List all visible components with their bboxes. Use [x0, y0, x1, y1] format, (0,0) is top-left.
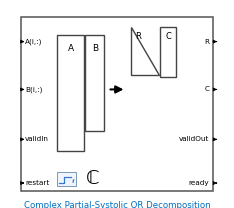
Text: ℂ: ℂ — [85, 169, 99, 188]
Text: R: R — [205, 39, 209, 45]
Bar — [21, 17, 213, 191]
Text: Complex Partial-Systolic QR Decomposition: Complex Partial-Systolic QR Decompositio… — [24, 201, 210, 208]
Text: fi: fi — [72, 179, 75, 184]
Bar — [160, 27, 176, 77]
Text: restart: restart — [25, 180, 50, 186]
Text: ready: ready — [189, 180, 209, 186]
Text: A: A — [68, 44, 74, 53]
Text: validIn: validIn — [25, 136, 49, 142]
Text: B: B — [92, 44, 98, 53]
Text: R: R — [135, 32, 141, 41]
Polygon shape — [131, 27, 159, 75]
Text: C: C — [165, 32, 171, 41]
Text: C: C — [205, 87, 209, 92]
Bar — [85, 35, 104, 131]
Text: A(i,:): A(i,:) — [25, 38, 43, 45]
Text: B(i,:): B(i,:) — [25, 86, 43, 93]
Bar — [57, 35, 84, 151]
Text: validOut: validOut — [179, 136, 209, 142]
Bar — [57, 172, 76, 186]
